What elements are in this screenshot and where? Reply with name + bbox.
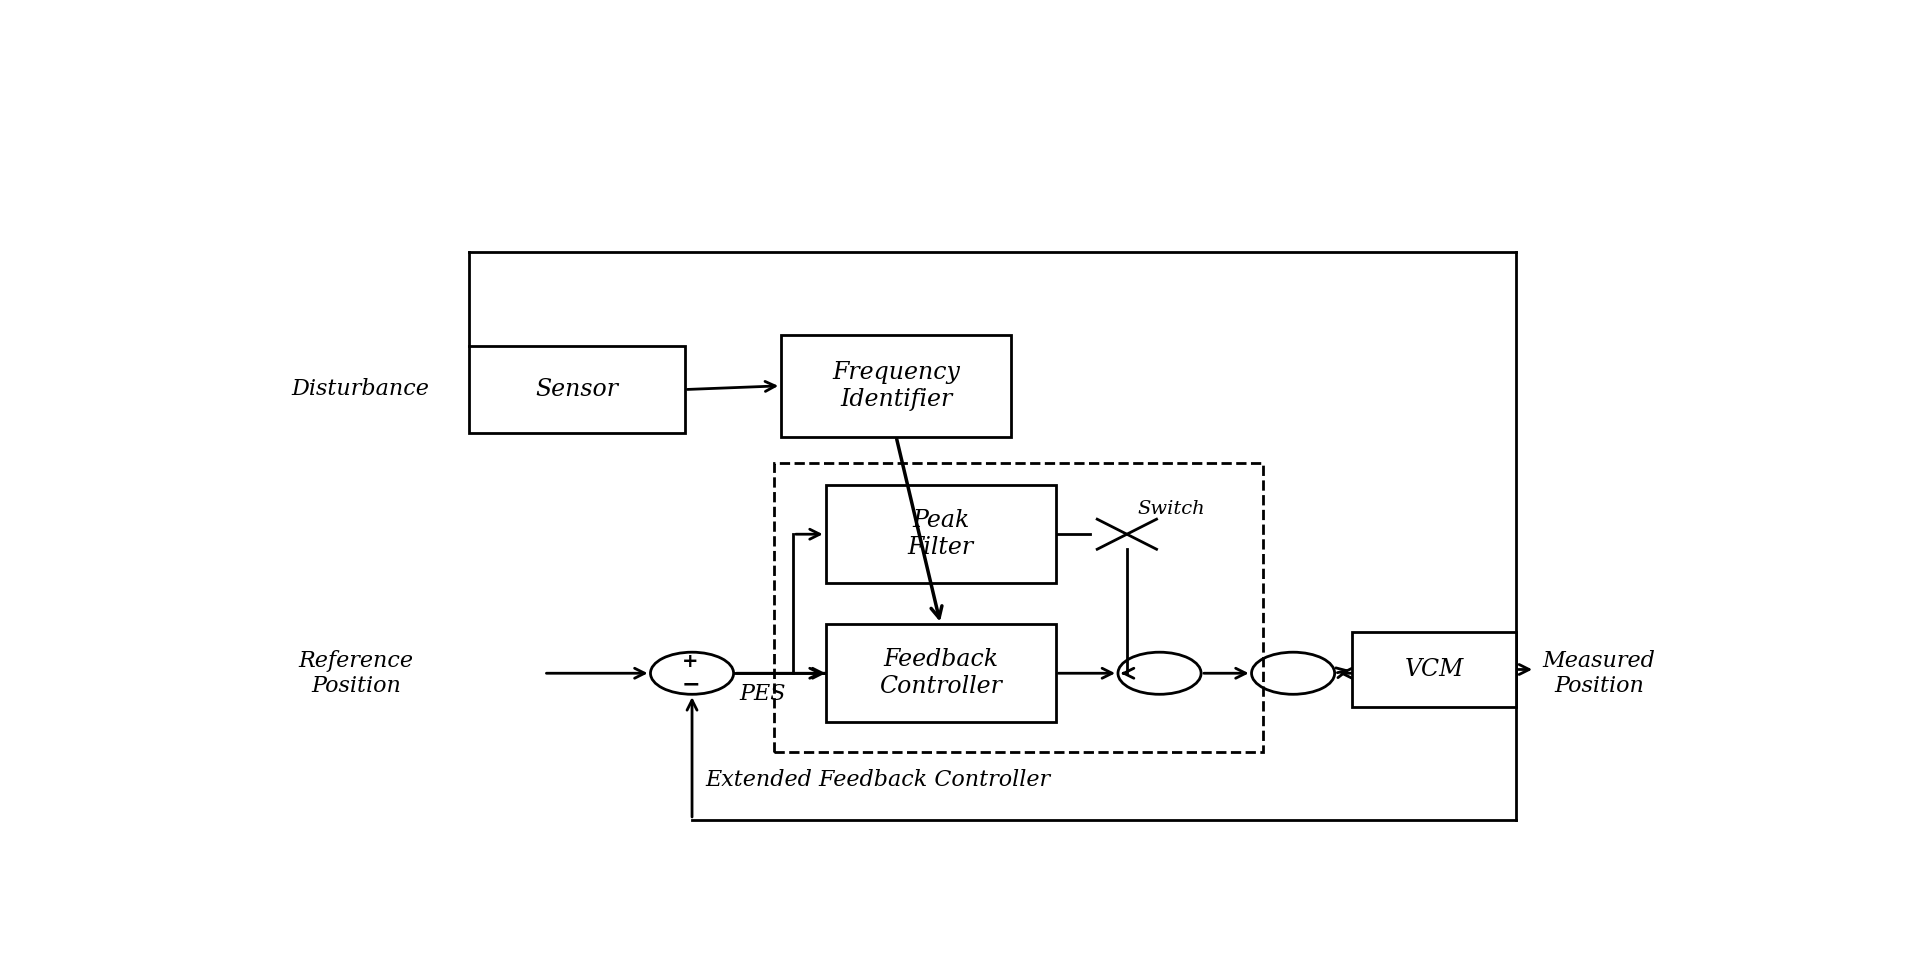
FancyBboxPatch shape <box>469 346 685 432</box>
Text: +: + <box>681 652 699 671</box>
Text: PES: PES <box>739 683 785 706</box>
FancyBboxPatch shape <box>825 625 1055 722</box>
Text: Feedback
Controller: Feedback Controller <box>879 648 1001 698</box>
Text: Switch: Switch <box>1137 501 1204 518</box>
Text: Disturbance: Disturbance <box>291 378 429 400</box>
Text: Reference
Position: Reference Position <box>299 650 413 697</box>
FancyBboxPatch shape <box>825 485 1055 583</box>
Text: Sensor: Sensor <box>536 378 618 401</box>
Text: Peak
Filter: Peak Filter <box>907 509 972 559</box>
Text: Measured
Position: Measured Position <box>1541 650 1654 697</box>
Text: VCM: VCM <box>1403 658 1462 681</box>
FancyBboxPatch shape <box>1351 631 1516 707</box>
Text: −: − <box>681 674 699 695</box>
Text: Frequency
Identifier: Frequency Identifier <box>833 361 959 411</box>
FancyBboxPatch shape <box>781 335 1011 436</box>
Text: Extended Feedback Controller: Extended Feedback Controller <box>704 769 1049 791</box>
